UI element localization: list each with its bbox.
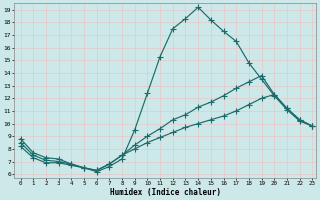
X-axis label: Humidex (Indice chaleur): Humidex (Indice chaleur) [110,188,221,197]
